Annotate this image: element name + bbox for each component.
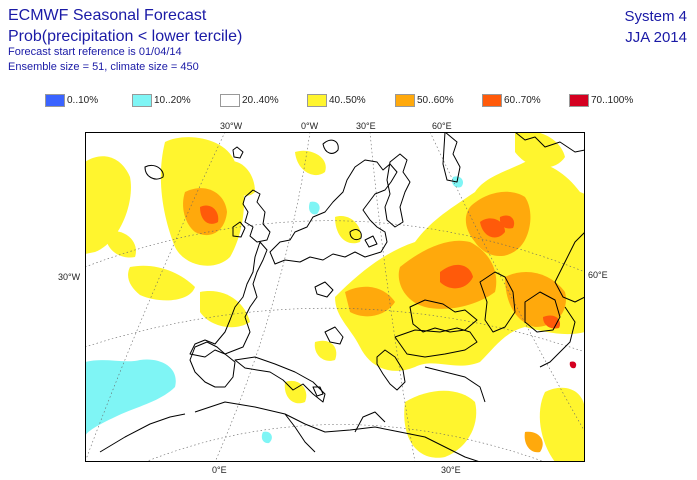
legend-label: 50..60%: [417, 95, 454, 106]
axis-label-left-30w: 30°W: [58, 272, 81, 282]
map-subtitle: Prob(precipitation < lower tercile): [8, 28, 243, 45]
legend-swatch: [482, 94, 502, 107]
season-label: JJA 2014: [625, 29, 687, 46]
legend-swatch: [132, 94, 152, 107]
axis-label-top-30w: 30°W: [220, 121, 243, 131]
legend-label: 70..100%: [591, 95, 634, 106]
axis-label-right-60e: 60°E: [588, 270, 608, 280]
legend-swatch: [395, 94, 415, 107]
legend-label: 60..70%: [504, 95, 541, 106]
axis-label-bottom-0e: 0°E: [212, 465, 227, 475]
axis-label-top-0w: 0°W: [301, 121, 319, 131]
legend-label: 40..50%: [329, 95, 366, 106]
map-frame: [85, 132, 585, 462]
region-70-100: [569, 361, 577, 369]
legend-label: 10..20%: [154, 95, 191, 106]
legend-swatch: [45, 94, 65, 107]
map-title: ECMWF Seasonal Forecast: [8, 7, 207, 24]
forecast-start-reference: Forecast start reference is 01/04/14: [8, 46, 182, 58]
graticule: [85, 132, 585, 462]
coastlines: [99, 132, 585, 462]
axis-label-top-60e: 60°E: [432, 121, 452, 131]
legend-swatch: [220, 94, 240, 107]
region-60-70: [200, 205, 561, 329]
legend-swatch: [307, 94, 327, 107]
system-label: System 4: [624, 8, 687, 25]
legend-label: 20..40%: [242, 95, 279, 106]
legend-label: 0..10%: [67, 95, 99, 106]
region-10-20: [85, 176, 464, 444]
ensemble-size: Ensemble size = 51, climate size = 450: [8, 61, 199, 73]
legend-swatch: [569, 94, 589, 107]
axis-label-top-30e: 30°E: [356, 121, 376, 131]
probability-map: [85, 132, 585, 462]
axis-label-bottom-30e: 30°E: [441, 465, 461, 475]
